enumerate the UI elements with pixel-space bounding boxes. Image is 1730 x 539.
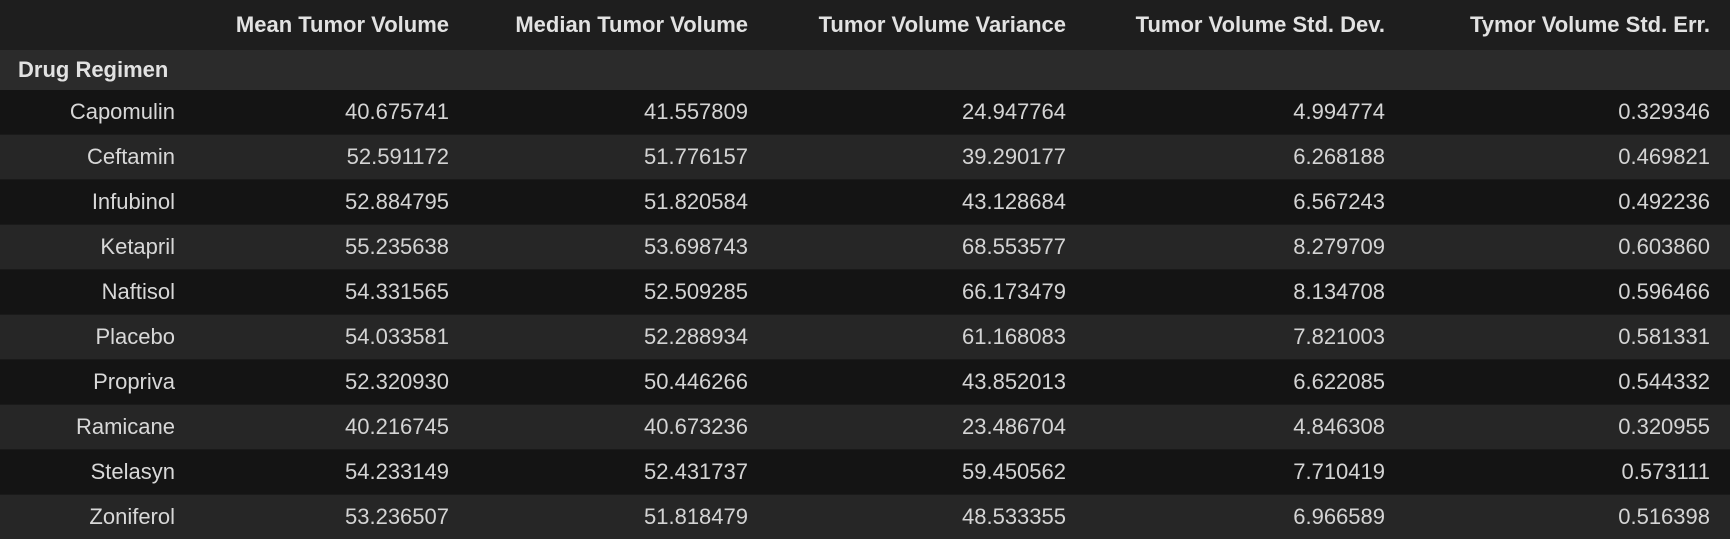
cell-median: 52.288934 xyxy=(469,315,768,360)
column-header-row: Mean Tumor Volume Median Tumor Volume Tu… xyxy=(0,0,1730,50)
cell-std-err: 0.573111 xyxy=(1405,450,1730,495)
dataframe-output: Mean Tumor Volume Median Tumor Volume Tu… xyxy=(0,0,1730,526)
row-label: Naftisol xyxy=(0,270,195,315)
cell-variance: 59.450562 xyxy=(768,450,1086,495)
column-header-std-err: Tymor Volume Std. Err. xyxy=(1405,0,1730,50)
cell-mean: 40.675741 xyxy=(195,90,469,135)
cell-std-dev: 8.279709 xyxy=(1086,225,1405,270)
cell-variance: 43.852013 xyxy=(768,360,1086,405)
index-name-filler xyxy=(1405,50,1730,90)
row-label: Zoniferol xyxy=(0,495,195,539)
index-name-filler xyxy=(1086,50,1405,90)
index-name-row: Drug Regimen xyxy=(0,50,1730,90)
row-label: Stelasyn xyxy=(0,450,195,495)
cell-mean: 40.216745 xyxy=(195,405,469,450)
cell-std-err: 0.492236 xyxy=(1405,180,1730,225)
index-name-filler xyxy=(768,50,1086,90)
cell-median: 40.673236 xyxy=(469,405,768,450)
cell-std-dev: 7.710419 xyxy=(1086,450,1405,495)
cell-median: 52.509285 xyxy=(469,270,768,315)
cell-std-err: 0.469821 xyxy=(1405,135,1730,180)
column-header-variance: Tumor Volume Variance xyxy=(768,0,1086,50)
column-header-median: Median Tumor Volume xyxy=(469,0,768,50)
cell-mean: 54.233149 xyxy=(195,450,469,495)
cell-std-err: 0.596466 xyxy=(1405,270,1730,315)
cell-mean: 52.884795 xyxy=(195,180,469,225)
row-label: Ketapril xyxy=(0,225,195,270)
cell-std-dev: 6.966589 xyxy=(1086,495,1405,539)
row-label: Capomulin xyxy=(0,90,195,135)
cell-std-err: 0.581331 xyxy=(1405,315,1730,360)
cell-median: 53.698743 xyxy=(469,225,768,270)
cell-median: 51.818479 xyxy=(469,495,768,539)
cell-std-dev: 4.846308 xyxy=(1086,405,1405,450)
cell-variance: 43.128684 xyxy=(768,180,1086,225)
cell-std-dev: 6.268188 xyxy=(1086,135,1405,180)
cell-median: 41.557809 xyxy=(469,90,768,135)
cell-variance: 23.486704 xyxy=(768,405,1086,450)
cell-std-err: 0.603860 xyxy=(1405,225,1730,270)
row-label: Ceftamin xyxy=(0,135,195,180)
cell-std-err: 0.516398 xyxy=(1405,495,1730,539)
cell-std-dev: 8.134708 xyxy=(1086,270,1405,315)
cell-mean: 52.591172 xyxy=(195,135,469,180)
cell-std-dev: 6.567243 xyxy=(1086,180,1405,225)
table-header: Mean Tumor Volume Median Tumor Volume Tu… xyxy=(0,0,1730,90)
cell-std-err: 0.544332 xyxy=(1405,360,1730,405)
index-name-filler xyxy=(195,50,469,90)
cell-median: 50.446266 xyxy=(469,360,768,405)
row-label: Infubinol xyxy=(0,180,195,225)
cell-mean: 54.331565 xyxy=(195,270,469,315)
cell-variance: 39.290177 xyxy=(768,135,1086,180)
cell-variance: 66.173479 xyxy=(768,270,1086,315)
cell-mean: 53.236507 xyxy=(195,495,469,539)
cell-std-err: 0.329346 xyxy=(1405,90,1730,135)
cell-median: 51.776157 xyxy=(469,135,768,180)
cell-mean: 54.033581 xyxy=(195,315,469,360)
index-name-filler xyxy=(469,50,768,90)
cell-std-err: 0.320955 xyxy=(1405,405,1730,450)
cell-variance: 68.553577 xyxy=(768,225,1086,270)
column-header-std-dev: Tumor Volume Std. Dev. xyxy=(1086,0,1405,50)
column-header-mean: Mean Tumor Volume xyxy=(195,0,469,50)
row-label: Propriva xyxy=(0,360,195,405)
cell-variance: 48.533355 xyxy=(768,495,1086,539)
cell-mean: 52.320930 xyxy=(195,360,469,405)
cell-std-dev: 4.994774 xyxy=(1086,90,1405,135)
cell-mean: 55.235638 xyxy=(195,225,469,270)
row-label: Placebo xyxy=(0,315,195,360)
column-header-blank xyxy=(0,0,195,50)
cell-median: 52.431737 xyxy=(469,450,768,495)
cell-std-dev: 6.622085 xyxy=(1086,360,1405,405)
cell-variance: 61.168083 xyxy=(768,315,1086,360)
index-name-label: Drug Regimen xyxy=(0,50,195,90)
cell-variance: 24.947764 xyxy=(768,90,1086,135)
row-label: Ramicane xyxy=(0,405,195,450)
cell-median: 51.820584 xyxy=(469,180,768,225)
cell-std-dev: 7.821003 xyxy=(1086,315,1405,360)
